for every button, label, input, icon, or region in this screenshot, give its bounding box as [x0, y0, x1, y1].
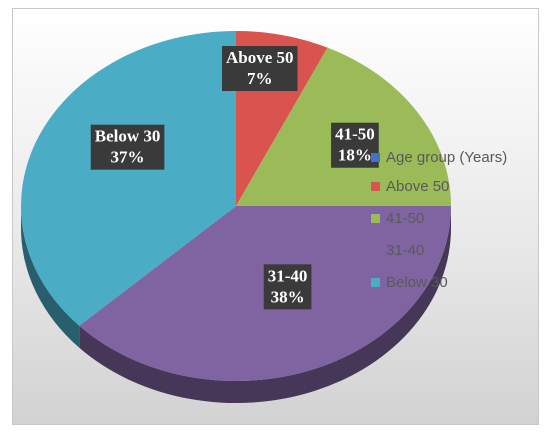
legend-label: Age group (Years) [386, 148, 508, 166]
legend-label: Below 30 [386, 273, 448, 291]
pie-slice-side [79, 206, 452, 403]
legend-swatch [371, 181, 380, 191]
data-label-value: 7% [247, 69, 273, 88]
legend-entry: Above 50 [371, 174, 541, 198]
legend-label: 31-40 [386, 241, 425, 259]
data-label-category: Above 50 [226, 48, 294, 67]
data-label-value: 38% [271, 287, 305, 306]
data-label-value: 18% [338, 146, 372, 165]
data-label: 41-50 18% [331, 122, 379, 168]
data-labels-group: Above 50 7% 41-50 18% 31-40 38% Below 30 37% [90, 46, 379, 310]
legend-entry: Age group (Years) [371, 145, 541, 169]
data-label: Above 50 7% [222, 46, 298, 92]
legend-swatch [371, 245, 380, 255]
chart-area: Above 50 7% 41-50 18% 31-40 38% Below 30 37% Ag… [12, 8, 539, 425]
data-label-value: 37% [111, 148, 145, 167]
legend-swatch [371, 152, 380, 162]
data-label-category: 41-50 [335, 125, 375, 144]
legend: Age group (Years) Above 50 41-50 31-40 B… [371, 145, 541, 302]
legend-label: Above 50 [386, 177, 450, 195]
data-label-box [263, 264, 312, 310]
legend-swatch [371, 213, 380, 223]
legend-entry: 41-50 [371, 206, 541, 230]
legend-entry: 31-40 [371, 238, 541, 262]
data-label-category: Below 30 [95, 127, 161, 146]
pie-chart: Above 50 7% 41-50 18% 31-40 38% Below 30 37% [21, 31, 452, 403]
data-label-box [90, 124, 165, 170]
data-label-category: 31-40 [268, 266, 308, 285]
legend-swatch [371, 277, 380, 287]
pie-slice-side [21, 206, 80, 348]
data-label: 31-40 38% [263, 264, 312, 310]
legend-label: 41-50 [386, 209, 425, 227]
data-label-box [222, 46, 298, 92]
pie-slice [21, 31, 237, 326]
data-label-box [331, 122, 379, 168]
pie-side-group [21, 206, 452, 403]
legend-entry: Below 30 [371, 270, 541, 294]
data-label: Below 30 37% [90, 124, 165, 170]
